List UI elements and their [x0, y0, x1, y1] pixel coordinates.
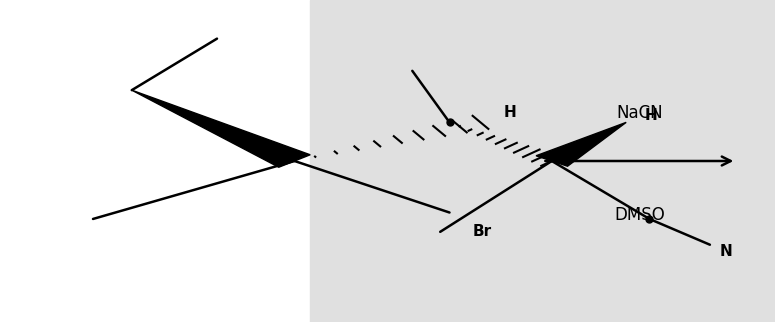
Text: DMSO: DMSO [614, 206, 665, 224]
Polygon shape [132, 90, 310, 167]
Text: H: H [645, 109, 657, 123]
Text: Br: Br [473, 224, 492, 239]
Text: NaCN: NaCN [616, 104, 663, 122]
Text: N: N [719, 244, 732, 259]
Polygon shape [536, 122, 626, 166]
Text: H: H [504, 105, 516, 120]
Bar [310, 0, 775, 322]
